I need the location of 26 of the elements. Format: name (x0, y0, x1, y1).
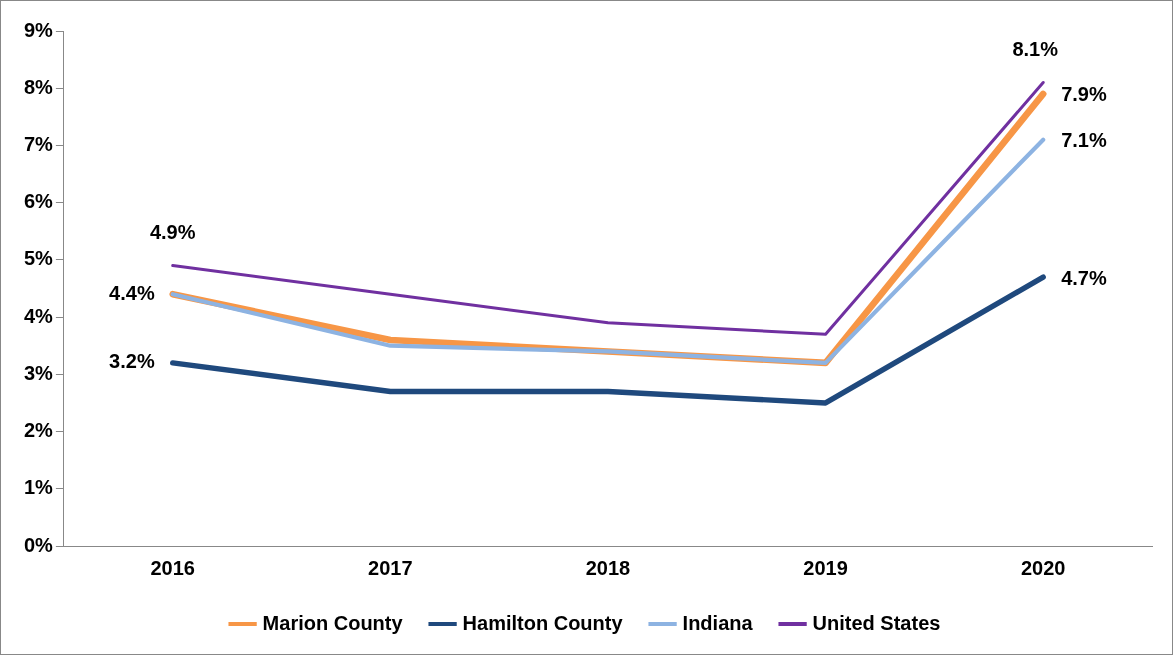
data-label: 7.9% (1061, 83, 1107, 106)
y-tick-label: 1% (24, 476, 54, 499)
data-label: 4.9% (149, 221, 196, 244)
y-tick-label: 5% (24, 247, 54, 270)
data-label: 8.1% (1012, 38, 1059, 61)
legend-label: United States (812, 611, 941, 634)
y-tick-label: 4% (24, 304, 54, 327)
y-tick-label: 0% (24, 533, 54, 556)
data-label: 7.1% (1061, 129, 1107, 152)
legend-label: Indiana (682, 611, 754, 634)
y-tick-label: 3% (24, 361, 54, 384)
data-label: 3.2% (109, 350, 155, 373)
x-tick-label: 2018 (585, 556, 631, 579)
y-tick-label: 9% (24, 18, 54, 41)
y-tick-label: 7% (24, 132, 54, 155)
data-label: 4.7% (1061, 266, 1107, 289)
y-tick-label: 8% (24, 75, 54, 98)
x-tick-label: 2019 (803, 556, 848, 579)
data-label: 4.4% (109, 281, 155, 304)
x-tick-label: 2017 (368, 556, 413, 579)
legend-label: Marion County (262, 611, 404, 634)
x-tick-label: 2016 (150, 556, 195, 579)
y-tick-label: 2% (24, 419, 54, 442)
x-tick-label: 2020 (1020, 556, 1066, 579)
legend-label: Hamilton County (462, 611, 624, 634)
y-tick-label: 6% (24, 190, 54, 213)
